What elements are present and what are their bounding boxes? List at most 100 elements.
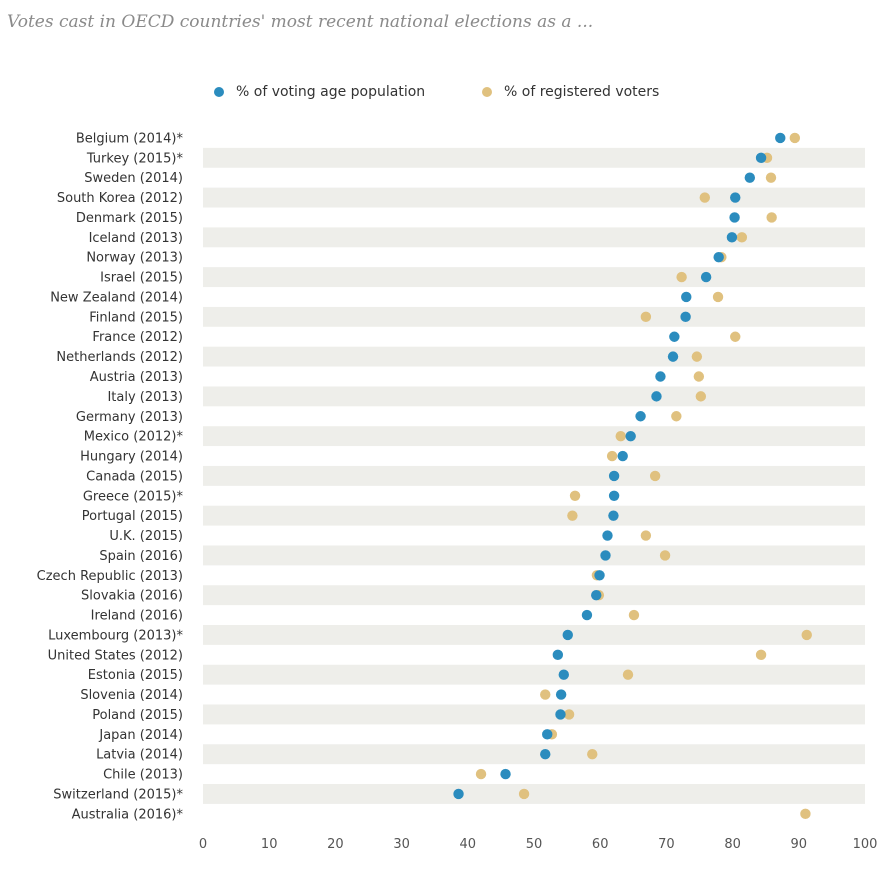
category-label: Israel (2015) xyxy=(100,271,183,286)
category-label: Slovakia (2016) xyxy=(81,589,183,604)
x-tick-label: 50 xyxy=(526,837,543,852)
category-label: Estonia (2015) xyxy=(88,668,183,683)
category-label: Mexico (2012)* xyxy=(84,430,184,445)
category-label: Italy (2013) xyxy=(107,390,183,405)
x-tick-label: 90 xyxy=(791,837,808,852)
point-voting-age xyxy=(540,749,551,760)
row-band xyxy=(203,545,865,566)
category-label: Slovenia (2014) xyxy=(80,688,183,703)
point-voting-age xyxy=(591,589,602,601)
point-registered xyxy=(649,470,661,482)
point-registered xyxy=(766,212,777,223)
point-registered xyxy=(712,291,724,303)
point-voting-age xyxy=(730,192,741,203)
category-label: Australia (2016)* xyxy=(72,807,184,822)
point-registered xyxy=(622,669,634,680)
x-tick-label: 40 xyxy=(460,837,477,852)
point-registered xyxy=(606,450,618,462)
point-voting-age xyxy=(558,669,569,680)
category-label: Norway (2013) xyxy=(86,251,183,266)
category-label: Japan (2014) xyxy=(98,728,183,743)
point-registered xyxy=(789,132,801,144)
row-band xyxy=(203,426,865,447)
point-registered xyxy=(695,391,707,402)
category-label: Finland (2015) xyxy=(89,310,183,325)
category-label: Poland (2015) xyxy=(92,708,183,723)
point-voting-age xyxy=(617,450,628,462)
x-tick-label: 20 xyxy=(327,837,344,852)
category-label: Denmark (2015) xyxy=(76,211,183,226)
point-registered xyxy=(801,629,812,641)
point-voting-age xyxy=(775,132,786,144)
category-label: Canada (2015) xyxy=(86,469,183,484)
point-voting-age xyxy=(726,232,738,243)
row-band xyxy=(203,267,865,288)
point-registered xyxy=(765,172,777,183)
category-label: Turkey (2015)* xyxy=(86,151,184,166)
category-label: Latvia (2014) xyxy=(96,748,183,763)
legend-item-registered: % of registered voters xyxy=(482,84,659,100)
point-registered xyxy=(693,371,705,382)
point-registered xyxy=(628,609,640,621)
point-voting-age xyxy=(594,570,605,581)
category-label: Sweden (2014) xyxy=(84,171,183,186)
point-voting-age xyxy=(700,271,712,283)
point-voting-age xyxy=(635,411,646,422)
legend-label-voting-age: % of voting age population xyxy=(236,84,426,100)
category-label: Ireland (2016) xyxy=(91,609,183,624)
category-label: Germany (2013) xyxy=(76,410,183,425)
point-voting-age xyxy=(602,530,613,541)
row-band xyxy=(203,386,865,407)
legend-dot-voting-age xyxy=(214,87,224,97)
category-label: Switzerland (2015)* xyxy=(53,787,183,802)
x-tick-label: 60 xyxy=(592,837,609,852)
point-voting-age xyxy=(552,649,564,661)
point-registered xyxy=(640,530,652,541)
point-registered xyxy=(540,689,551,700)
point-voting-age xyxy=(681,291,692,303)
point-voting-age xyxy=(581,609,593,621)
point-voting-age xyxy=(669,331,680,342)
row-band xyxy=(203,664,865,685)
category-label: United States (2012) xyxy=(48,648,183,663)
legend: % of voting age population % of register… xyxy=(0,84,890,106)
row-band xyxy=(203,147,865,168)
x-tick-label: 10 xyxy=(261,837,278,852)
point-registered xyxy=(730,331,741,342)
point-registered xyxy=(518,788,530,800)
x-tick-label: 0 xyxy=(199,837,207,852)
chart-title: Votes cast in OECD countries' most recen… xyxy=(7,12,594,32)
category-label: Czech Republic (2013) xyxy=(37,569,183,584)
x-tick-label: 30 xyxy=(393,837,410,852)
point-registered xyxy=(691,351,703,362)
row-band xyxy=(203,465,865,486)
point-voting-age xyxy=(625,430,636,442)
point-voting-age xyxy=(755,152,767,164)
point-registered xyxy=(671,411,682,422)
point-registered xyxy=(567,510,578,521)
point-voting-age xyxy=(651,391,662,402)
point-registered xyxy=(615,430,626,442)
category-label: Austria (2013) xyxy=(90,370,183,385)
point-voting-age xyxy=(744,172,756,183)
point-voting-age xyxy=(655,371,666,382)
row-band xyxy=(203,704,865,725)
point-registered xyxy=(475,768,487,780)
category-label: Iceland (2013) xyxy=(89,231,183,246)
point-registered xyxy=(676,271,687,283)
point-voting-age xyxy=(562,629,573,641)
point-voting-age xyxy=(500,768,511,780)
category-label: Hungary (2014) xyxy=(80,450,183,465)
point-voting-age xyxy=(680,311,691,323)
point-registered xyxy=(569,490,581,501)
point-voting-age xyxy=(542,729,553,740)
row-band xyxy=(203,625,865,645)
point-registered xyxy=(563,709,575,720)
category-label: Spain (2016) xyxy=(99,549,183,564)
category-label: Portugal (2015) xyxy=(82,509,183,524)
point-voting-age xyxy=(555,689,567,700)
row-band xyxy=(203,585,865,606)
point-registered xyxy=(699,192,710,203)
point-registered xyxy=(587,749,598,760)
